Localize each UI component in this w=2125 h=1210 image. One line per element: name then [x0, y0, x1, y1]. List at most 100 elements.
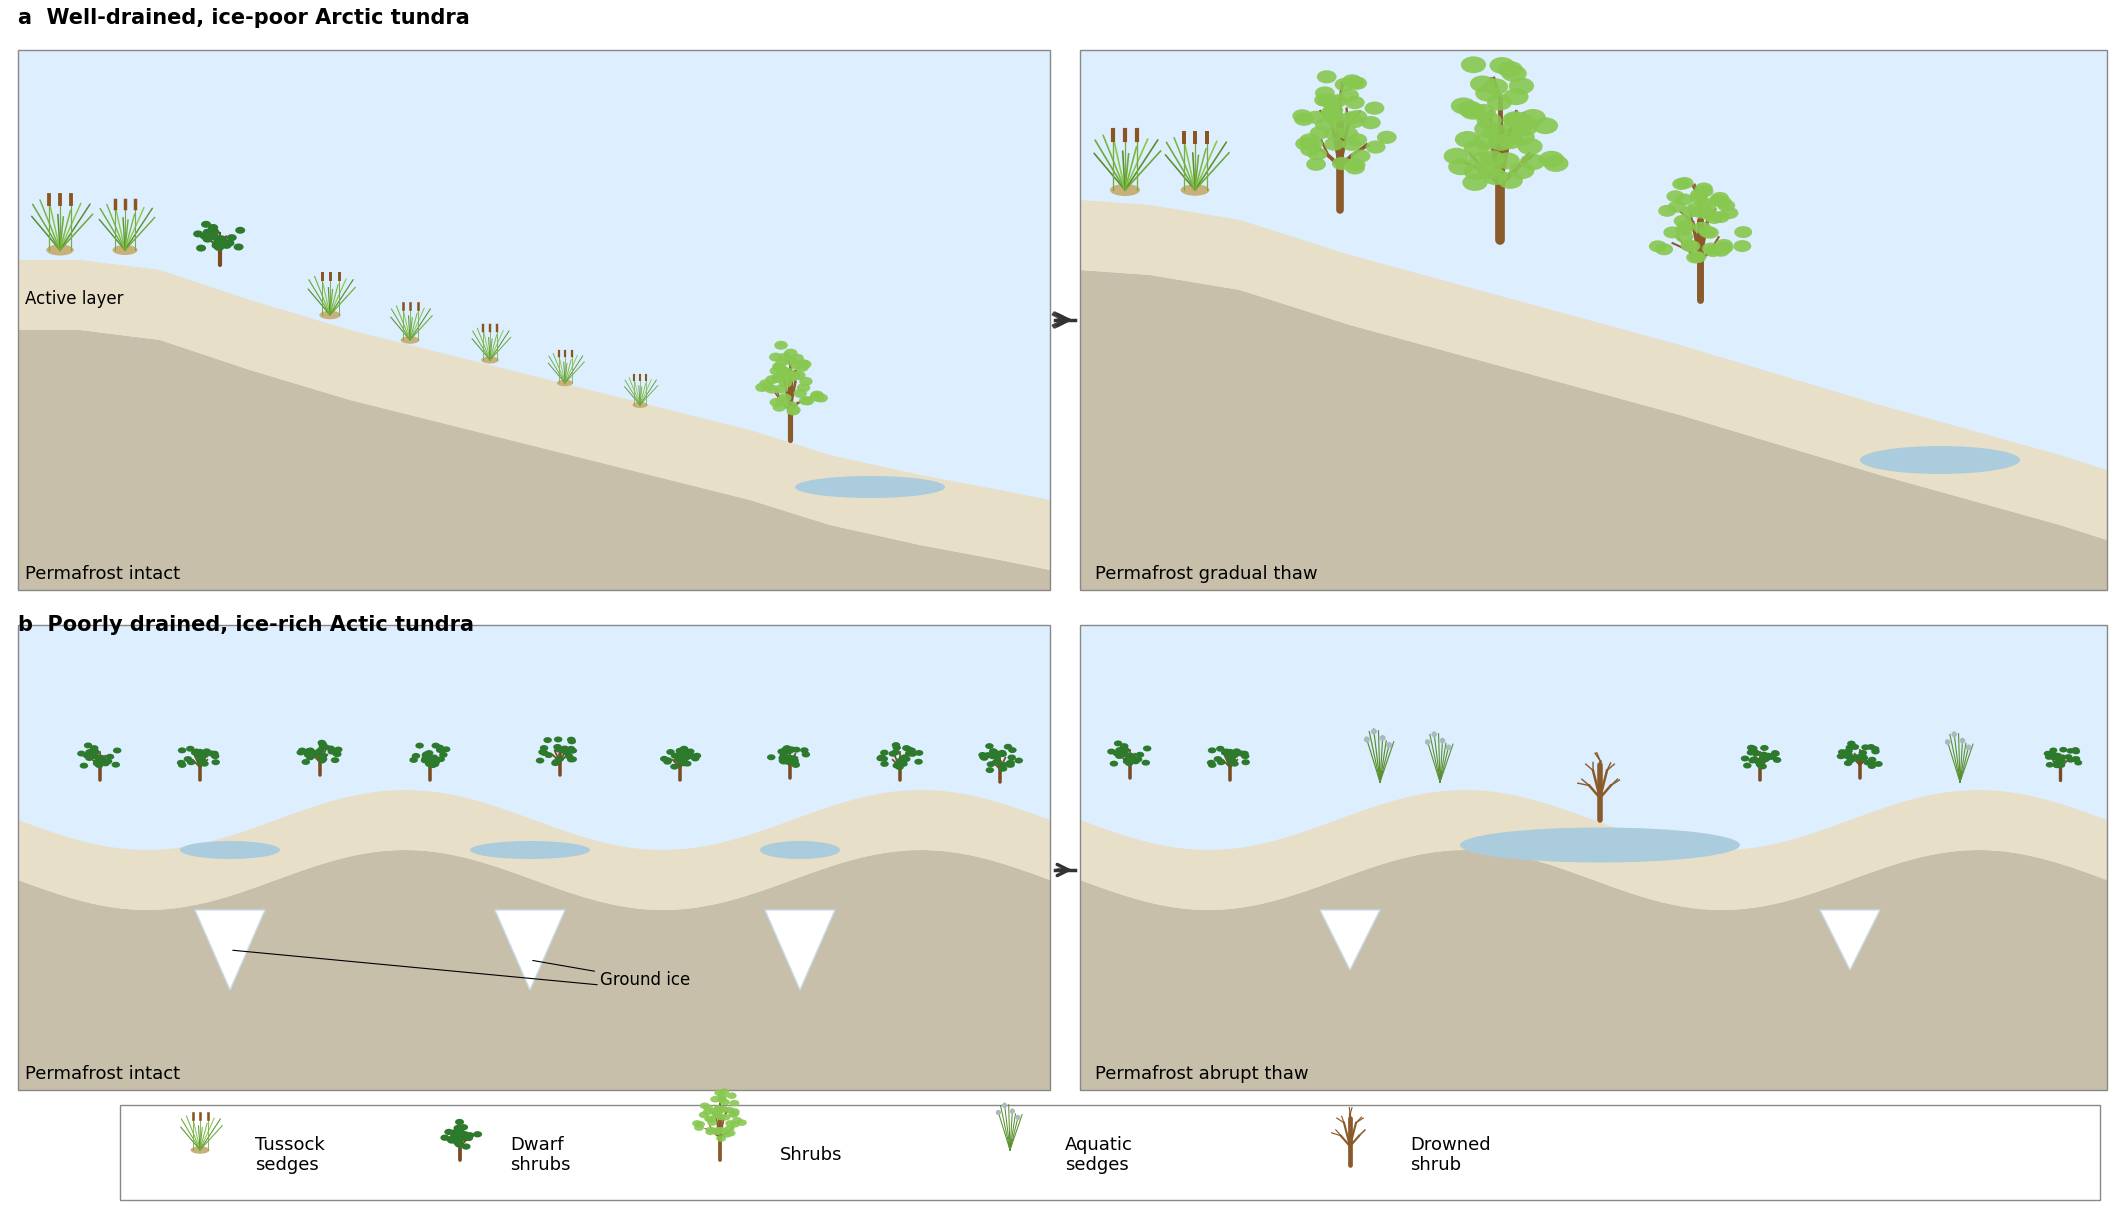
Ellipse shape [774, 363, 786, 371]
Ellipse shape [712, 1112, 720, 1118]
Text: Ground ice: Ground ice [533, 961, 691, 989]
Ellipse shape [1462, 174, 1487, 191]
Ellipse shape [716, 1113, 725, 1120]
Ellipse shape [200, 761, 208, 767]
Ellipse shape [916, 750, 924, 756]
Ellipse shape [540, 750, 548, 756]
Ellipse shape [2066, 748, 2074, 754]
Ellipse shape [1751, 749, 1760, 755]
Ellipse shape [1116, 747, 1124, 753]
Ellipse shape [1511, 114, 1536, 131]
Ellipse shape [1473, 133, 1498, 150]
Ellipse shape [788, 747, 797, 753]
Ellipse shape [1866, 744, 1874, 750]
Ellipse shape [1483, 168, 1509, 185]
Ellipse shape [1222, 749, 1230, 755]
Ellipse shape [217, 237, 227, 244]
Ellipse shape [1649, 241, 1666, 253]
Ellipse shape [895, 765, 903, 770]
Ellipse shape [89, 748, 98, 754]
Ellipse shape [986, 743, 994, 749]
Ellipse shape [1294, 113, 1313, 126]
Circle shape [1944, 739, 1951, 745]
Ellipse shape [423, 753, 431, 759]
Ellipse shape [312, 750, 321, 756]
Ellipse shape [729, 1100, 740, 1106]
Ellipse shape [1757, 764, 1766, 770]
Ellipse shape [980, 755, 988, 761]
Ellipse shape [663, 757, 672, 764]
Ellipse shape [1677, 219, 1694, 231]
Ellipse shape [790, 762, 799, 768]
Ellipse shape [334, 747, 342, 753]
Ellipse shape [1740, 755, 1749, 761]
Ellipse shape [1237, 750, 1245, 756]
Ellipse shape [1502, 111, 1528, 128]
Ellipse shape [784, 759, 793, 765]
Ellipse shape [782, 745, 790, 751]
Ellipse shape [565, 749, 574, 755]
Ellipse shape [780, 757, 788, 764]
Ellipse shape [778, 749, 786, 755]
Ellipse shape [1464, 163, 1490, 180]
Ellipse shape [431, 757, 440, 764]
Ellipse shape [102, 760, 110, 766]
Ellipse shape [765, 385, 778, 393]
Ellipse shape [453, 1137, 463, 1143]
Ellipse shape [706, 1127, 716, 1134]
Polygon shape [1080, 270, 2108, 590]
Ellipse shape [1749, 757, 1757, 764]
Ellipse shape [1232, 748, 1241, 754]
Ellipse shape [2046, 762, 2053, 767]
Ellipse shape [880, 761, 888, 767]
Ellipse shape [1749, 756, 1757, 762]
Ellipse shape [1762, 756, 1770, 762]
Ellipse shape [1755, 757, 1764, 764]
Ellipse shape [1347, 76, 1366, 90]
Ellipse shape [1366, 140, 1386, 154]
Ellipse shape [774, 341, 788, 350]
Ellipse shape [992, 754, 1001, 760]
Ellipse shape [559, 748, 567, 754]
Ellipse shape [208, 227, 217, 235]
Ellipse shape [1721, 207, 1738, 219]
Ellipse shape [905, 747, 914, 753]
Ellipse shape [999, 762, 1007, 767]
Ellipse shape [1324, 109, 1343, 122]
Ellipse shape [402, 336, 419, 344]
Ellipse shape [880, 750, 888, 755]
Ellipse shape [446, 1136, 455, 1142]
Ellipse shape [457, 1129, 465, 1135]
Ellipse shape [459, 1135, 468, 1141]
Ellipse shape [210, 754, 219, 759]
Ellipse shape [1360, 116, 1381, 129]
Ellipse shape [1522, 109, 1545, 126]
Ellipse shape [1216, 745, 1224, 751]
Ellipse shape [1836, 754, 1844, 759]
Ellipse shape [1241, 754, 1250, 759]
Ellipse shape [2072, 749, 2080, 754]
Ellipse shape [786, 748, 795, 754]
Ellipse shape [2059, 747, 2068, 753]
Ellipse shape [1120, 745, 1128, 751]
Ellipse shape [2044, 754, 2053, 760]
Text: Aquatic
sedges: Aquatic sedges [1065, 1136, 1133, 1175]
Ellipse shape [1345, 115, 1364, 128]
Polygon shape [17, 50, 1050, 590]
Ellipse shape [2059, 754, 2066, 760]
Ellipse shape [225, 240, 234, 247]
Ellipse shape [1345, 96, 1364, 109]
Ellipse shape [1120, 744, 1128, 750]
Ellipse shape [2044, 750, 2053, 756]
Ellipse shape [106, 754, 115, 760]
Ellipse shape [1124, 753, 1133, 759]
Ellipse shape [459, 1135, 468, 1141]
Ellipse shape [198, 757, 206, 764]
Ellipse shape [1475, 85, 1500, 102]
Ellipse shape [661, 756, 669, 762]
Ellipse shape [334, 751, 342, 757]
Ellipse shape [703, 1105, 714, 1111]
Ellipse shape [196, 756, 204, 761]
Circle shape [1445, 744, 1451, 750]
Ellipse shape [455, 1119, 463, 1125]
